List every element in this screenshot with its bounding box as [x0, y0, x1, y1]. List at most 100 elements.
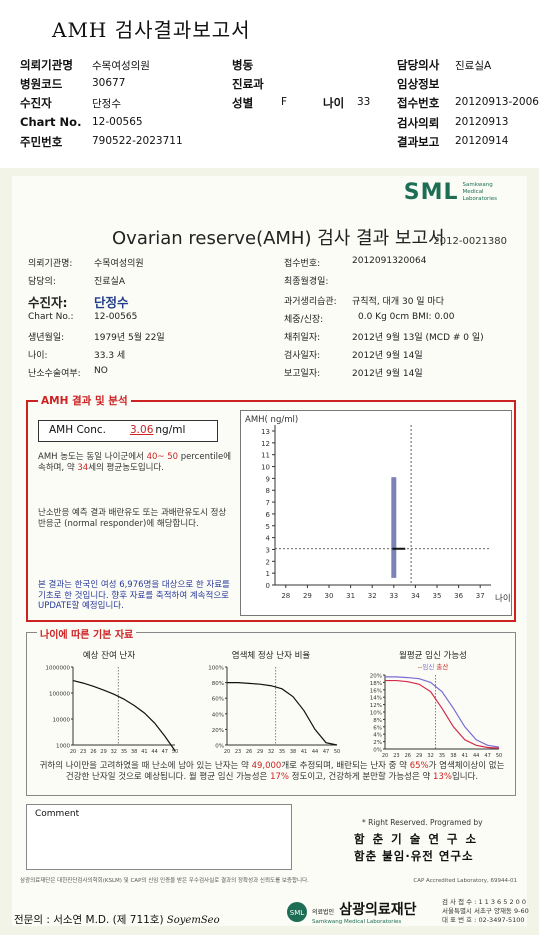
hdr-label-doctor: 담당의사	[397, 58, 440, 72]
info-collect-value: 2012년 9월 13일 (MCD # 0 일)	[352, 333, 484, 343]
hdr-label-dept: 진료과	[232, 77, 264, 91]
amh-chart-ytick-label: 8	[266, 487, 270, 495]
hdr-label-id: 주민번호	[20, 135, 63, 149]
mini3-xtick-label: 50	[496, 753, 502, 759]
mini3-ytick-label: 20%	[370, 674, 382, 680]
mini3-xtick-label: 38	[450, 753, 456, 759]
svg-text:SML: SML	[290, 909, 304, 917]
amh-chart-ytick-label: 2	[266, 558, 270, 566]
hdr-label-code: 병원코드	[20, 77, 63, 91]
mini2-xtick-label: 41	[301, 749, 307, 755]
mini3-xtick-label: 47	[484, 753, 490, 759]
amh-result-section: AMH 결과 및 분석 AMH Conc. 3.06 ng/ml AMH 농도는 동…	[26, 393, 516, 622]
info-doctor-value: 진료실A	[94, 277, 125, 287]
mini1-xtick-label: 38	[131, 749, 137, 755]
mini1-xtick-label: 20	[70, 749, 76, 755]
mini2-xtick-label: 23	[235, 749, 241, 755]
mini2-xtick-label: 44	[312, 749, 318, 755]
amh-chart-ytick-label: 5	[266, 523, 270, 531]
mini3-ytick-label: 14%	[370, 696, 382, 702]
mini3-xtick-label: 35	[439, 753, 445, 759]
mini-chart-pregnancy-svg: 20%18%16% 14%12% 10%8%6% 4%2% 0%20 23 26 29 32 35…	[370, 674, 502, 760]
age-data-section: 나이에 따른 기본 자료 예상 잔여 난자 1000000 100000 10000…	[26, 626, 516, 796]
page-title: AMH 검사결과보고서	[52, 18, 251, 42]
mini3-xtick-label: 41	[462, 753, 468, 759]
hdr-label-report: 결과보고	[397, 135, 440, 149]
amh-note-text: 본 결과는 한국인 여성 6,976명을 대상으로 한 자료를 기초로 한 것입…	[38, 580, 230, 611]
hdr-label-institution: 의뢰기관명	[20, 58, 73, 72]
amh-chart-xlabel: 나이	[495, 593, 511, 604]
info-lmp: 최종월경일:	[284, 277, 329, 287]
amh-chart-ytick-label: 12	[261, 440, 270, 448]
mini2-xtick-label: 20	[224, 749, 230, 755]
amh-chart-xtick-label: 33	[389, 592, 398, 600]
amh-chart-ytick-label: 4	[266, 535, 271, 543]
mini3-ytick-label: 4%	[373, 733, 382, 739]
amh-chart-ytick-label: 6	[266, 511, 271, 519]
mini1-ytick-label: 1000	[56, 744, 70, 750]
mini1-xtick-label: 32	[111, 749, 117, 755]
mini3-ytick-label: 0%	[373, 748, 382, 754]
mini2-xtick-label: 26	[246, 749, 252, 755]
hdr-label-request: 검사의뢰	[397, 116, 440, 130]
mini3-ytick-label: 12%	[370, 703, 382, 709]
info-chart: Chart No.:	[28, 312, 74, 322]
info-reported-value: 2012년 9월 14일	[352, 369, 423, 379]
info-institution: 의뢰기관명:	[28, 259, 73, 269]
mini2-series-0	[227, 682, 338, 746]
hdr-label-sex: 성별	[232, 96, 254, 110]
signature-line: 전문의 : 서소연 M.D. (제 711호) SoyemSeo	[14, 912, 220, 927]
accreditation-footnote: 삼광의료재단은 대한진단검사의학회(KSLM) 및 CAP의 신임 인증을 받은…	[20, 878, 309, 884]
mini2-xtick-label: 29	[257, 749, 263, 755]
amh-chart-xtick-label: 35	[433, 592, 442, 600]
amh-chart-ytick-label: 11	[261, 452, 270, 460]
mini3-ytick-label: 2%	[373, 740, 382, 746]
hdr-label-patient: 수진자	[20, 96, 52, 110]
mini1-ytick-label: 100000	[49, 692, 70, 698]
info-receipt-value: 2012091320064	[352, 256, 427, 266]
mini3-ytick-label: 16%	[370, 688, 382, 694]
foundation-emblem-icon: SML	[287, 902, 307, 922]
info-receipt: 접수번호:	[284, 259, 321, 269]
hdr-value-doctor: 진료실A	[455, 60, 492, 72]
signature-image: SoyemSeo	[166, 915, 220, 926]
amh-chart-xtick-label: 32	[368, 592, 377, 600]
amh-chart-ytick-label: 0	[266, 582, 270, 590]
amh-chart-xtick-label: 34	[411, 592, 420, 600]
age-summary-seg: 65%	[409, 761, 429, 771]
amh-chart-ytick-label: 3	[266, 546, 270, 554]
hdr-label-clinical: 임상정보	[397, 77, 440, 91]
report-inner: SML Samkwang Medical Laboratories Ovarian …	[12, 176, 529, 927]
mini2-xtick-label: 47	[323, 749, 329, 755]
signature-label: 전문의 : 서소연 M.D. (제 711호)	[14, 914, 164, 926]
amh-chart-range-bar	[391, 477, 397, 578]
mini3-ytick-label: 6%	[373, 725, 382, 731]
mini1-xtick-label: 26	[90, 749, 96, 755]
hdr-value-code: 30677	[92, 77, 126, 89]
mini1-xtick-label: 23	[80, 749, 86, 755]
mini-chart-normal-title: 염색체 정상 난자 비율	[231, 651, 311, 661]
amh-percentile-seg: 40~ 50	[146, 452, 179, 462]
age-summary-seg: 입니다.	[451, 772, 479, 782]
amh-conc-value: 3.06	[130, 424, 154, 436]
amh-response-text: 난소반응 예측 결과 배란유도 또는 과배란유도시 정상반응군 (normal …	[38, 508, 227, 529]
report-sheet: SML Samkwang Medical Laboratories Ovarian …	[0, 168, 539, 935]
amh-chart-ytick-label: 13	[261, 428, 270, 436]
amh-chart-ylabel: AMH( ng/ml)	[245, 415, 298, 425]
mini1-series-0	[72, 680, 176, 752]
mini2-xtick-label: 50	[334, 749, 340, 755]
info-patient: 수진자:	[28, 295, 68, 310]
amh-conc-box: AMH Conc. 3.06 ng/ml	[38, 420, 218, 442]
mini1-xtick-label: 41	[141, 749, 147, 755]
amh-percentile-seg: 세의 평균농도입니다.	[88, 462, 165, 473]
contact-info: 검 사 접 수 : 1 1 3 6 5 2 0 0 서울특별시 서초구 양재동 …	[442, 898, 529, 924]
amh-chart-xtick-label: 37	[476, 592, 485, 600]
hdr-value-institution: 수목여성의원	[92, 60, 150, 72]
mini2-ytick-label: 60%	[212, 697, 224, 703]
amh-conc-unit: ng/ml	[155, 424, 186, 436]
info-doctor: 담당의:	[28, 277, 56, 287]
amh-conc-label: AMH Conc.	[49, 424, 106, 436]
mini2-xtick-label: 38	[290, 749, 296, 755]
comment-label: Comment	[35, 809, 80, 819]
